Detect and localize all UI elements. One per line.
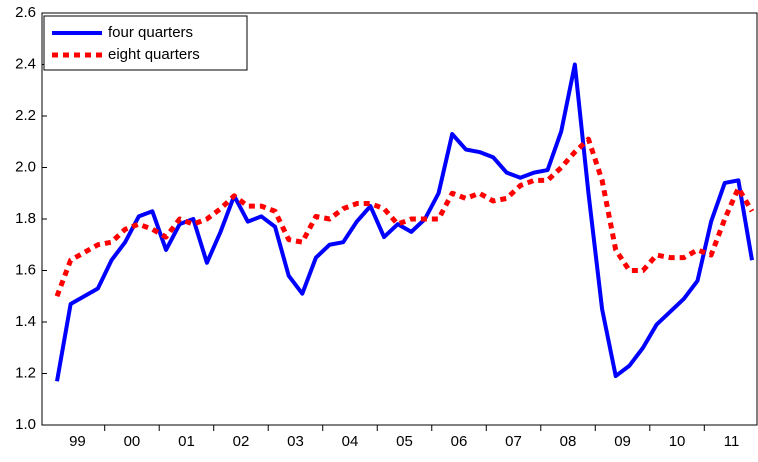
x-tick-label: 03 xyxy=(287,433,304,450)
x-tick-label: 99 xyxy=(69,433,86,450)
series-line xyxy=(54,136,755,298)
y-tick-label: 2.4 xyxy=(15,55,36,72)
y-tick-label: 1.8 xyxy=(15,210,36,227)
series-line xyxy=(55,62,754,382)
x-tick-label: 01 xyxy=(178,433,195,450)
x-tick-label: 11 xyxy=(724,433,740,450)
legend: four quarters eight quarters xyxy=(43,15,248,71)
legend-label: four quarters xyxy=(108,24,193,41)
y-tick-label: 1.4 xyxy=(15,313,36,330)
x-tick-label: 00 xyxy=(124,433,141,450)
y-tick-label: 2.2 xyxy=(15,107,36,124)
y-tick-label: 2.6 xyxy=(15,4,36,21)
y-tick-label: 1.2 xyxy=(15,364,36,381)
y-tick-label: 2.0 xyxy=(15,158,36,175)
y-tick-label: 1.6 xyxy=(15,261,36,278)
x-tick-label: 05 xyxy=(396,433,413,450)
x-tick-label: 02 xyxy=(233,433,250,450)
x-tick-label: 09 xyxy=(614,433,631,450)
x-tick-label: 04 xyxy=(342,433,359,450)
legend-label: eight quarters xyxy=(108,46,200,63)
x-tick-label: 06 xyxy=(451,433,468,450)
legend-box xyxy=(43,15,248,71)
x-tick-label: 10 xyxy=(669,433,686,450)
x-tick-label: 08 xyxy=(560,433,577,450)
y-tick-label: 1.0 xyxy=(15,416,36,433)
x-tick-label: 07 xyxy=(505,433,522,450)
plot-frame xyxy=(41,12,758,426)
